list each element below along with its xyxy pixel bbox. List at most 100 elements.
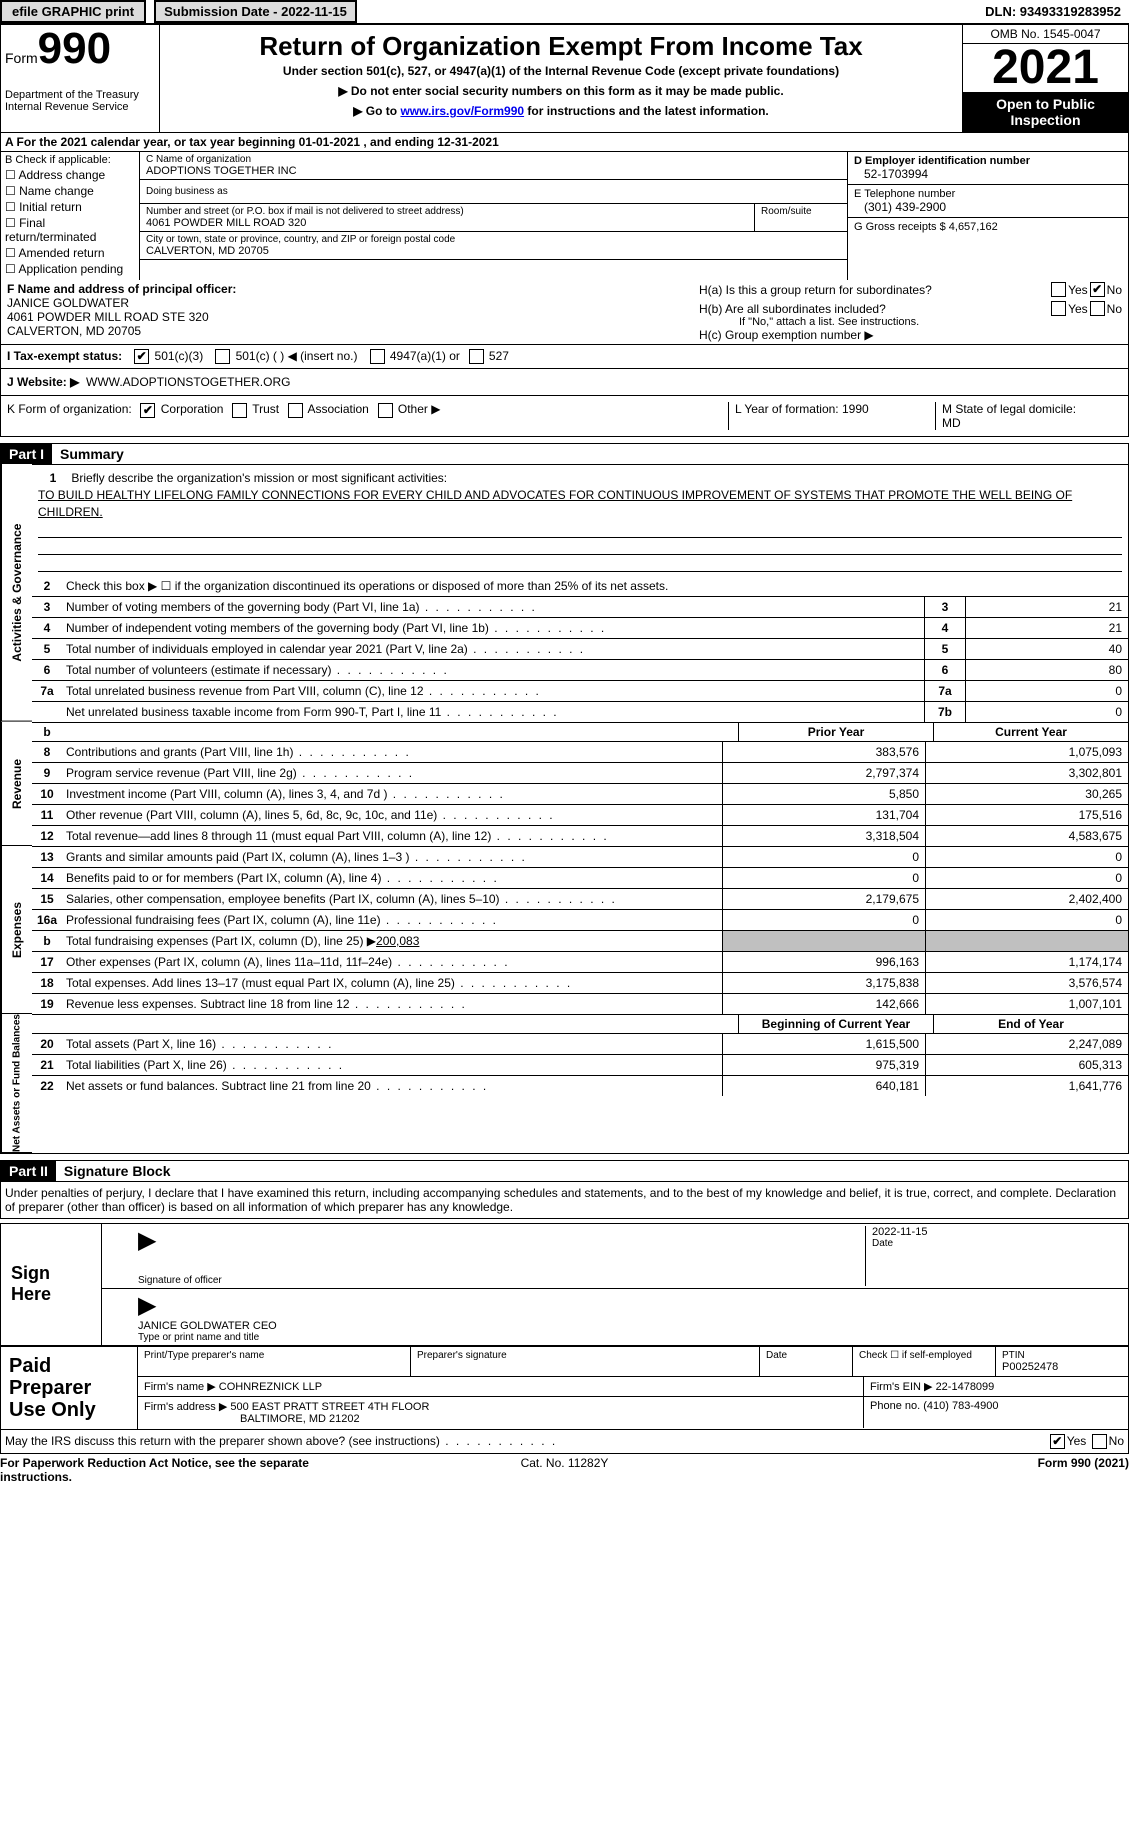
chk-initial-return[interactable]: ☐ Initial return [5, 200, 135, 214]
opt-501c: 501(c) ( ) ◀ (insert no.) [236, 349, 358, 363]
chk-final-return[interactable]: ☐ Final return/terminated [5, 216, 135, 244]
chk-association[interactable] [288, 403, 303, 418]
chk-527[interactable] [469, 349, 484, 364]
hb-no[interactable] [1090, 301, 1105, 316]
sign-here-label: Sign Here [1, 1224, 101, 1345]
table-row: 9 Program service revenue (Part VIII, li… [32, 762, 1128, 783]
boy-header: Beginning of Current Year [738, 1015, 933, 1033]
subtitle-1: Under section 501(c), 527, or 4947(a)(1)… [164, 64, 958, 78]
sig-officer-caption: Signature of officer [138, 1275, 865, 1286]
firm-addr2-value: BALTIMORE, MD 21202 [144, 1413, 360, 1425]
vert-label-net-assets: Net Assets or Fund Balances [1, 1014, 32, 1153]
table-row: 7a Total unrelated business revenue from… [32, 680, 1128, 701]
current-year-header: Current Year [933, 723, 1128, 741]
table-row: 14 Benefits paid to or for members (Part… [32, 867, 1128, 888]
chk-amended-return[interactable]: ☐ Amended return [5, 246, 135, 260]
hb-yes[interactable] [1051, 301, 1066, 316]
table-row: 18 Total expenses. Add lines 13–17 (must… [32, 972, 1128, 993]
chk-4947[interactable] [370, 349, 385, 364]
opt-527: 527 [489, 349, 509, 363]
dln-number: DLN: 93493319283952 [985, 4, 1129, 19]
chk-501c[interactable] [215, 349, 230, 364]
gross-receipts-label: G Gross receipts $ [854, 221, 946, 233]
efile-print-button[interactable]: efile GRAPHIC print [0, 0, 146, 23]
irs-link[interactable]: www.irs.gov/Form990 [400, 104, 524, 118]
tax-status-label: I Tax-exempt status: [7, 349, 122, 363]
year-box: OMB No. 1545-0047 2021 Open to Public In… [962, 25, 1128, 132]
top-bar: efile GRAPHIC print Submission Date - 20… [0, 0, 1129, 24]
footer-center: Cat. No. 11282Y [376, 1456, 752, 1484]
discuss-row: May the IRS discuss this return with the… [0, 1430, 1129, 1453]
chk-corporation[interactable] [140, 403, 155, 418]
table-row: 13 Grants and similar amounts paid (Part… [32, 846, 1128, 867]
dba-label: Doing business as [146, 186, 841, 197]
chk-name-change[interactable]: ☐ Name change [5, 184, 135, 198]
activities-governance-block: Activities & Governance 1 Briefly descri… [1, 464, 1128, 722]
vert-label-revenue: Revenue [1, 722, 32, 846]
paid-preparer-block: Paid Preparer Use Only Print/Type prepar… [0, 1346, 1129, 1430]
table-row: Net unrelated business taxable income fr… [32, 701, 1128, 722]
opt-assoc: Association [307, 402, 368, 416]
col-d-right: D Employer identification number 52-1703… [847, 152, 1128, 280]
line1-label: Briefly describe the organization's miss… [71, 471, 447, 485]
firm-phone-label: Phone no. [870, 1400, 920, 1412]
sig-date-value: 2022-11-15 [872, 1226, 1122, 1238]
line-16b-num: b [32, 932, 62, 950]
table-row: 16a Professional fundraising fees (Part … [32, 909, 1128, 930]
officer-addr2: CALVERTON, MD 20705 [7, 324, 687, 338]
open-to-public: Open to Public Inspection [963, 92, 1128, 132]
officer-block: F Name and address of principal officer:… [1, 280, 693, 344]
chk-trust[interactable] [232, 403, 247, 418]
address-value: 4061 POWDER MILL ROAD 320 [146, 217, 748, 229]
signature-intro: Under penalties of perjury, I declare th… [1, 1181, 1128, 1218]
table-row: 22 Net assets or fund balances. Subtract… [32, 1075, 1128, 1096]
no-label: No [1109, 1434, 1124, 1449]
type-name-caption: Type or print name and title [138, 1332, 1122, 1343]
firm-name-label: Firm's name ▶ [144, 1381, 216, 1393]
officer-print-name: JANICE GOLDWATER CEO [138, 1320, 1122, 1332]
table-row: 8 Contributions and grants (Part VIII, l… [32, 741, 1128, 762]
ha-yes[interactable] [1051, 282, 1066, 297]
ha-label: H(a) Is this a group return for subordin… [699, 283, 1049, 297]
irs-label: Internal Revenue Service [5, 101, 155, 113]
ein-label: D Employer identification number [854, 155, 1122, 167]
firm-addr-label: Firm's address ▶ [144, 1401, 227, 1413]
h-block: H(a) Is this a group return for subordin… [693, 280, 1128, 344]
ptin-label: PTIN [1002, 1350, 1122, 1361]
table-row: 4 Number of independent voting members o… [32, 617, 1128, 638]
arrow-icon-2: ▶ [138, 1292, 156, 1319]
prep-check-label: Check ☐ if self-employed [859, 1350, 989, 1361]
firm-phone-value: (410) 783-4900 [923, 1400, 998, 1412]
discuss-yes[interactable] [1050, 1434, 1065, 1449]
opt-corp: Corporation [161, 402, 224, 416]
website-label: J Website: ▶ [7, 375, 79, 389]
sign-here-block: Sign Here ▶ Signature of officer 2022-11… [0, 1223, 1129, 1346]
eoy-header: End of Year [933, 1015, 1128, 1033]
section-bcd: B Check if applicable: ☐ Address change … [0, 152, 1129, 280]
year-formation-value: 1990 [842, 402, 869, 416]
line-16b-val: 200,083 [376, 934, 419, 948]
form-header: Form990 Department of the Treasury Inter… [0, 24, 1129, 133]
table-row: 10 Investment income (Part VIII, column … [32, 783, 1128, 804]
chk-address-change[interactable]: ☐ Address change [5, 168, 135, 182]
chk-501c3[interactable] [134, 349, 149, 364]
part-2: Part II Signature Block Under penalties … [0, 1160, 1129, 1219]
line-16b-desc: Total fundraising expenses (Part IX, col… [66, 934, 376, 948]
discuss-no[interactable] [1092, 1434, 1107, 1449]
state-domicile-label: M State of legal domicile: [942, 402, 1076, 416]
form-number-box: Form990 Department of the Treasury Inter… [1, 25, 160, 132]
chk-other[interactable] [378, 403, 393, 418]
subtitle-3: ▶ Go to www.irs.gov/Form990 for instruct… [164, 104, 958, 118]
city-label: City or town, state or province, country… [146, 234, 841, 245]
tax-year: 2021 [963, 44, 1128, 92]
ha-no[interactable] [1090, 282, 1105, 297]
mission-text: TO BUILD HEALTHY LIFELONG FAMILY CONNECT… [38, 488, 1072, 519]
chk-application-pending[interactable]: ☐ Application pending [5, 262, 135, 276]
table-row: 21 Total liabilities (Part X, line 26) 9… [32, 1054, 1128, 1075]
officer-label: F Name and address of principal officer: [7, 282, 687, 296]
table-row: 19 Revenue less expenses. Subtract line … [32, 993, 1128, 1014]
year-formation-label: L Year of formation: [735, 402, 839, 416]
form-word: Form [5, 50, 38, 66]
goto-suffix: for instructions and the latest informat… [524, 104, 769, 118]
vert-label-expenses: Expenses [1, 846, 32, 1014]
